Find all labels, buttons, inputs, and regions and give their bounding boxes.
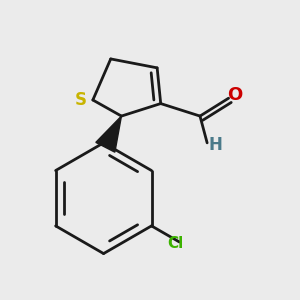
Text: O: O: [227, 86, 243, 104]
Text: S: S: [74, 91, 86, 109]
Text: Cl: Cl: [168, 236, 184, 251]
Text: H: H: [208, 136, 222, 154]
Polygon shape: [96, 116, 122, 152]
